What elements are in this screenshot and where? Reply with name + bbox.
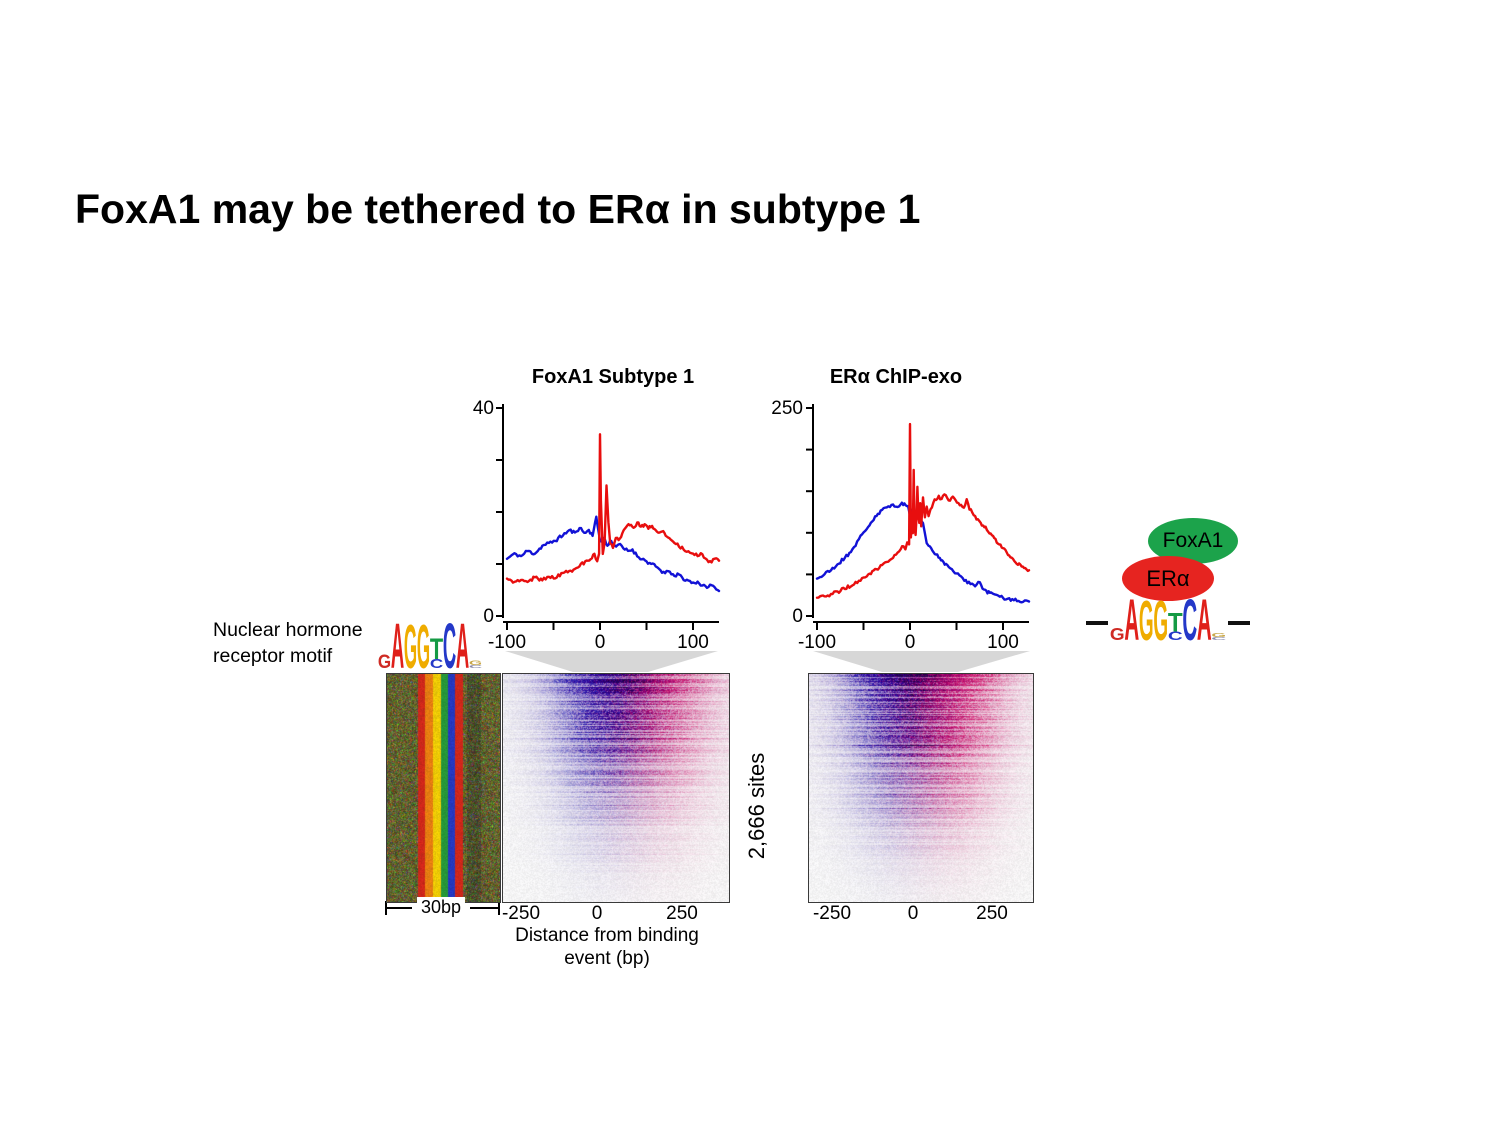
- heatmap-foxa1-x-tick: 0: [591, 903, 603, 924]
- logo-letter-C: C: [443, 622, 456, 672]
- chart-title-foxa1: FoxA1 Subtype 1: [531, 366, 695, 388]
- chart-title-era: ERα ChIP-exo: [829, 366, 963, 388]
- dna-dash-right: [1228, 621, 1250, 625]
- x-tick-label: 100: [987, 632, 1019, 653]
- x-tick-label: 0: [905, 632, 916, 653]
- era-chipexo-heatmap: [808, 673, 1034, 903]
- logo-letter-G: G: [469, 659, 482, 666]
- series-red-strand: [505, 433, 721, 584]
- logo-letter-G: G: [1110, 624, 1125, 644]
- diagram-motif-logo: G A G G CT C A CG: [1110, 598, 1226, 644]
- logo-letter-C: C: [1182, 598, 1197, 644]
- logo-letter-A: A: [391, 622, 404, 672]
- logo-letter-A: A: [1124, 598, 1139, 644]
- dna-dash-left: [1086, 621, 1108, 625]
- y-tick-label: 0: [792, 606, 803, 627]
- motif-label: Nuclear hormone receptor motif: [213, 617, 363, 669]
- y-tick-label: 0: [483, 606, 494, 627]
- heatmap-era-x-tick: -250: [812, 903, 852, 924]
- x-tick-label: -100: [488, 632, 526, 653]
- motif-scale-label: 30bp: [416, 897, 466, 918]
- logo-letter-T: T: [430, 634, 443, 666]
- series-blue-strand: [815, 501, 1031, 604]
- sites-count-label: 2,666 sites: [744, 752, 769, 860]
- foxa1-protein-label: FoxA1: [1162, 529, 1224, 552]
- heatmap-era-x-tick: 0: [907, 903, 919, 924]
- logo-letter-C: C: [469, 664, 482, 669]
- x-tick-label: -100: [798, 632, 836, 653]
- logo-letter-C: C: [1168, 630, 1183, 643]
- zoom-funnel-foxa1: [505, 651, 718, 672]
- logo-letter-T: T: [1168, 609, 1183, 638]
- logo-letter-G: G: [1153, 598, 1168, 644]
- series-red-strand: [815, 422, 1031, 599]
- zoom-funnel-era: [813, 651, 1030, 672]
- x-tick-label: 0: [595, 632, 606, 653]
- logo-letter-A: A: [1197, 598, 1212, 644]
- era-protein-label: ERα: [1146, 565, 1190, 591]
- motif-sequence-heatmap: [386, 673, 501, 903]
- y-tick-label: 40: [473, 398, 494, 419]
- distance-axis-label-line1: Distance from binding: [515, 925, 699, 946]
- motif-label-line2: receptor motif: [213, 645, 333, 667]
- x-tick-label: 100: [677, 632, 709, 653]
- logo-letter-G: G: [1211, 632, 1226, 639]
- logo-letter-G: G: [404, 622, 417, 672]
- motif-label-line1: Nuclear hormone: [213, 619, 363, 641]
- logo-letter-A: A: [456, 622, 469, 672]
- logo-letter-G: G: [1139, 598, 1154, 644]
- nuclear-hormone-motif-logo: G A G G CT C A CG: [378, 622, 482, 672]
- y-tick-label: 250: [771, 398, 803, 419]
- logo-letter-G: G: [417, 622, 430, 672]
- distance-axis-label-line2: event (bp): [564, 948, 650, 969]
- foxa1-chipexo-heatmap: [502, 673, 730, 903]
- era-protein-ellipse: ERα: [1122, 556, 1214, 601]
- logo-letter-C: C: [1211, 637, 1226, 641]
- heatmap-foxa1-x-tick: 250: [666, 903, 698, 924]
- logo-letter-G: G: [378, 651, 391, 672]
- heatmap-foxa1-x-tick: -250: [501, 903, 541, 924]
- page-title: FoxA1 may be tethered to ERα in subtype …: [75, 186, 921, 232]
- logo-letter-C: C: [430, 658, 444, 672]
- heatmap-era-x-tick: 250: [976, 903, 1008, 924]
